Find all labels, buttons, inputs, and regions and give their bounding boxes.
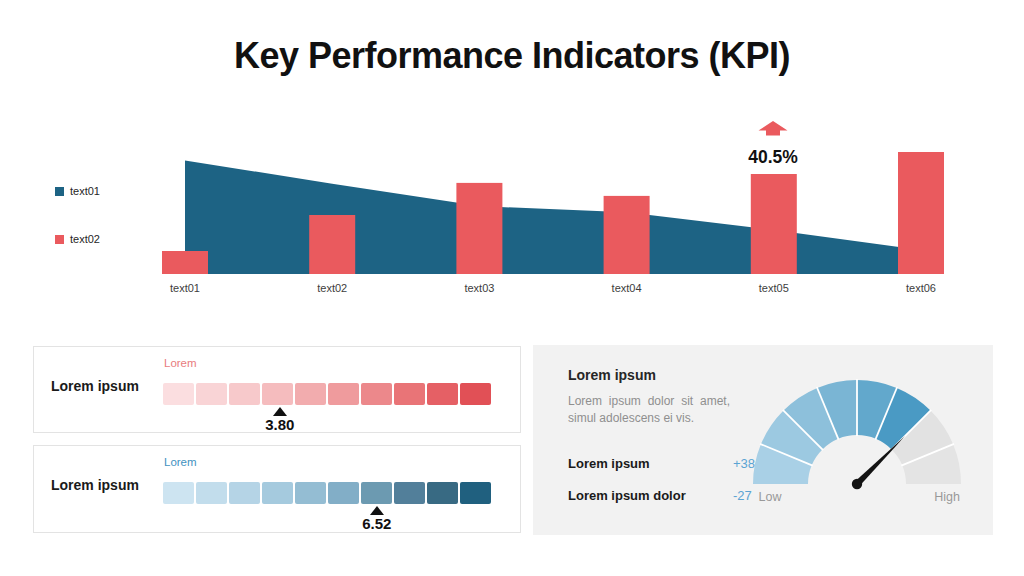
x-axis-label: text03 [464,282,494,294]
legend-label: text02 [70,233,100,245]
scale-card-red: Lorem ipsum Lorem 3.80 [33,346,521,433]
x-axis-label: text02 [317,282,347,294]
scale-segment [328,482,359,504]
annotation-group: 40.5% [748,121,798,167]
scale-segment [361,482,392,504]
x-axis-label: text05 [759,282,789,294]
legend-swatch-area [55,187,64,196]
bar-text05 [751,174,797,274]
scale-card-title: Lorem ipsum [51,378,139,394]
annotation-value: 40.5% [748,147,798,167]
gradient-strip [163,383,491,405]
stat-label: Lorem ipsum [568,456,650,471]
up-arrow-icon [759,121,788,136]
bar-text01 [162,251,208,274]
legend-item-text01: text01 [55,185,100,197]
gauge-low-label: Low [759,490,783,504]
bar-text04 [604,196,650,274]
combo-chart: text01 text02 text03 text04 text05 text06 40.… [0,0,1024,310]
gauge-needle-base [852,479,862,489]
scale-name-label: Lorem [164,456,197,468]
legend-swatch-bar [55,235,64,244]
area-series-text01 [185,160,921,274]
scale-segment [427,383,458,405]
scale-card-blue: Lorem ipsum Lorem 6.52 [33,445,521,533]
scale-segment [361,383,392,405]
x-axis-label: text04 [612,282,642,294]
scale-segment [262,482,293,504]
scale-segment [460,383,491,405]
scale-segment [229,482,260,504]
scale-name-label: Lorem [164,357,197,369]
scale-segment [196,383,227,405]
scale-segment [295,482,326,504]
scale-marker-icon [370,506,384,515]
gauge-high-label: High [934,490,960,504]
scale-segment [460,482,491,504]
scale-card-title: Lorem ipsum [51,477,139,493]
bar-text02 [309,215,355,274]
scale-segment [163,482,194,504]
scale-segment [196,482,227,504]
scale-marker-icon [273,407,287,416]
x-axis-label: text01 [170,282,200,294]
scale-value: 3.80 [265,416,294,433]
scale-segment [394,383,425,405]
scale-segment [295,383,326,405]
radial-gauge: Low High [733,372,985,512]
gauge-card: Lorem ipsum Lorem ipsum dolor sit amet, … [533,345,993,535]
kpi-slide: Key Performance Indicators (KPI) text01t… [0,0,1024,576]
scale-value: 6.52 [362,515,391,532]
gauge-card-title: Lorem ipsum [568,367,656,383]
gradient-scale-red: Lorem 3.80 [163,357,491,433]
gradient-strip [163,482,491,504]
stat-label: Lorem ipsum dolor [568,488,686,503]
x-axis-label: text06 [906,282,936,294]
gradient-scale-blue: Lorem 6.52 [163,456,491,532]
legend-label: text01 [70,185,100,197]
scale-segment [427,482,458,504]
scale-segment [394,482,425,504]
bar-text03 [456,183,502,274]
bar-text06 [898,152,944,274]
scale-segment [262,383,293,405]
legend-item-text02: text02 [55,233,100,245]
scale-segment [163,383,194,405]
scale-segment [229,383,260,405]
gauge-needle-icon [855,436,905,486]
gauge-card-description: Lorem ipsum dolor sit amet, simul adoles… [568,393,730,427]
scale-segment [328,383,359,405]
